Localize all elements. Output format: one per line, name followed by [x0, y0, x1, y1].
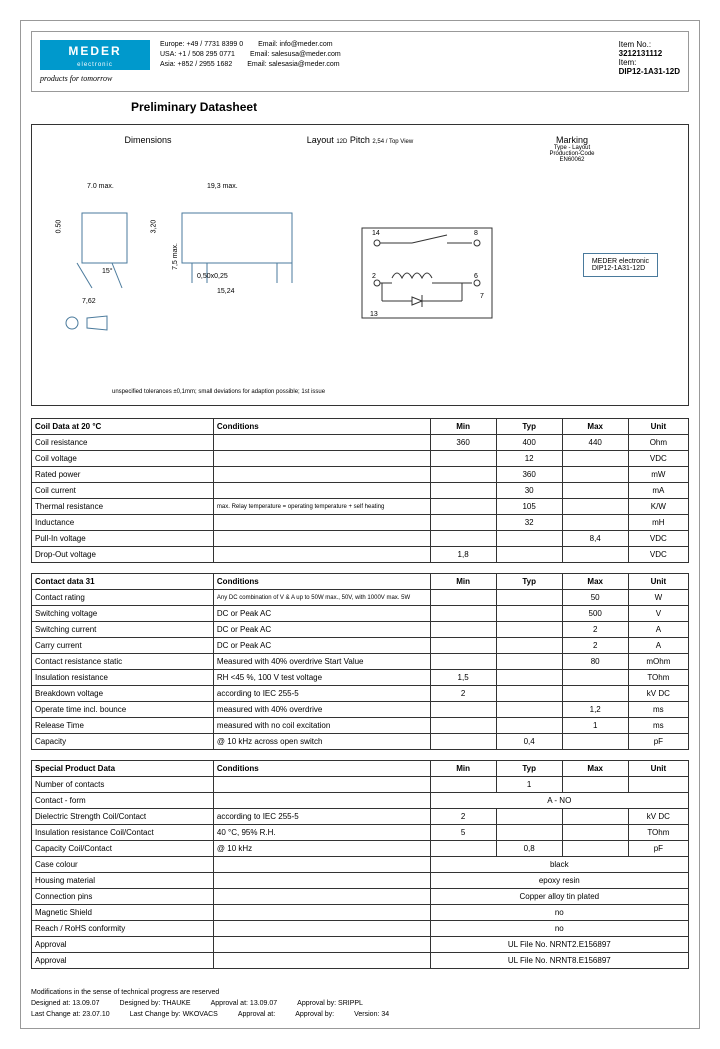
- diagram-section: Dimensions Layout 12D Pitch 2,54 / Top V…: [31, 124, 689, 406]
- table-row: ApprovalUL File No. NRNT2.E156897: [32, 937, 689, 953]
- table-row: Insulation resistance Coil/Contact40 °C,…: [32, 825, 689, 841]
- table-row: Number of contacts1: [32, 777, 689, 793]
- table-row: Connection pinsCopper alloy tin plated: [32, 889, 689, 905]
- table-row: Thermal resistancemax. Relay temperature…: [32, 499, 689, 515]
- logo: MEDER: [40, 40, 150, 62]
- table-row: Reach / RoHS conformityno: [32, 921, 689, 937]
- table-row: Housing materialepoxy resin: [32, 873, 689, 889]
- svg-text:8: 8: [474, 230, 478, 237]
- table-row: Switching currentDC or Peak AC2A: [32, 622, 689, 638]
- special-table: Special Product Data Conditions Min Typ …: [31, 760, 689, 969]
- svg-text:7: 7: [480, 293, 484, 300]
- dimension-drawing: [52, 183, 332, 343]
- table-row: Switching voltageDC or Peak AC500V: [32, 606, 689, 622]
- diagram-note: unspecified tolerances ±0,1mm; small dev…: [112, 389, 325, 395]
- table-row: Inductance32mH: [32, 515, 689, 531]
- marking-header: Marking Type - Layout Production-Code EN…: [466, 135, 678, 163]
- table-row: Carry currentDC or Peak AC2A: [32, 638, 689, 654]
- table-row: Case colourblack: [32, 857, 689, 873]
- coil-table: Coil Data at 20 °C Conditions Min Typ Ma…: [31, 418, 689, 563]
- dimensions-header: Dimensions: [42, 135, 254, 163]
- table-row: Rated power360mW: [32, 467, 689, 483]
- table-row: Coil resistance360400440Ohm: [32, 435, 689, 451]
- circuit-diagram: 14 8 2 6 7 13: [352, 223, 502, 323]
- table-row: Contact ratingAny DC combination of V & …: [32, 590, 689, 606]
- tagline: products for tomorrow: [40, 74, 150, 83]
- svg-text:13: 13: [370, 311, 378, 318]
- contacts: Europe: +49 / 7731 8399 0 Email: info@me…: [160, 40, 609, 83]
- svg-text:14: 14: [372, 230, 380, 237]
- svg-text:6: 6: [474, 273, 478, 280]
- table-row: Magnetic Shieldno: [32, 905, 689, 921]
- header-box: MEDER electronic products for tomorrow E…: [31, 31, 689, 92]
- logo-area: MEDER electronic products for tomorrow: [40, 40, 150, 83]
- table-row: Drop-Out voltage1,8VDC: [32, 547, 689, 563]
- table-row: ApprovalUL File No. NRNT8.E156897: [32, 953, 689, 969]
- table-row: Coil voltage12VDC: [32, 451, 689, 467]
- table-row: Dielectric Strength Coil/Contactaccordin…: [32, 809, 689, 825]
- table-row: Coil current30mA: [32, 483, 689, 499]
- table-row: Capacity Coil/Contact@ 10 kHz0,8pF: [32, 841, 689, 857]
- datasheet-page: MEDER electronic products for tomorrow E…: [20, 20, 700, 1029]
- table-row: Contact - formA - NO: [32, 793, 689, 809]
- page-title: Preliminary Datasheet: [131, 100, 689, 114]
- table-row: Operate time incl. bouncemeasured with 4…: [32, 702, 689, 718]
- item-info: Item No.: 3212131112 Item: DIP12-1A31-12…: [619, 40, 680, 83]
- table-row: Breakdown voltageaccording to IEC 255-52…: [32, 686, 689, 702]
- marking-box: MEDER electronic DIP12-1A31-12D: [583, 253, 658, 277]
- contact-table: Contact data 31 Conditions Min Typ Max U…: [31, 573, 689, 750]
- table-row: Release Timemeasured with no coil excita…: [32, 718, 689, 734]
- layout-header: Layout 12D Pitch 2,54 / Top View: [254, 135, 466, 163]
- table-row: Pull-In voltage8,4VDC: [32, 531, 689, 547]
- diagram-body: 7.0 max. 19,3 max. 0.50 3,20 15° 7,62 7,…: [42, 173, 678, 373]
- table-row: Insulation resistanceRH <45 %, 100 V tes…: [32, 670, 689, 686]
- svg-text:2: 2: [372, 273, 376, 280]
- table-row: Contact resistance staticMeasured with 4…: [32, 654, 689, 670]
- logo-subtitle: electronic: [40, 62, 150, 70]
- table-row: Capacity@ 10 kHz across open switch0,4pF: [32, 734, 689, 750]
- footer: Modifications in the sense of technical …: [31, 989, 689, 1018]
